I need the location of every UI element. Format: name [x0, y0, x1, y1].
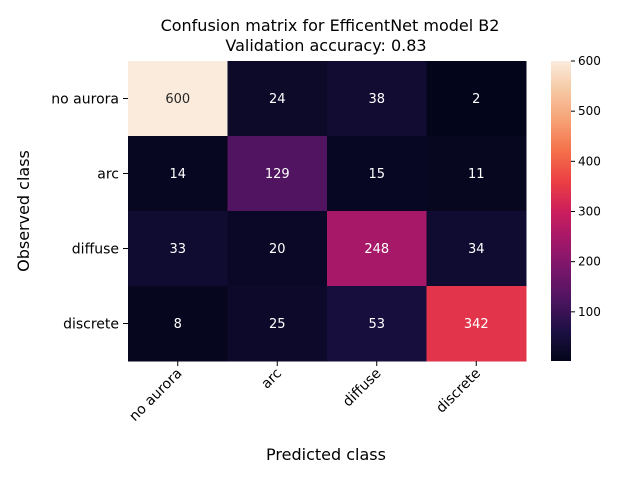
heatmap-cell [327, 136, 427, 212]
colorbar-tick-label: 300 [578, 205, 601, 219]
cell-value-label: 11 [468, 167, 485, 182]
colorbar-tick-label: 500 [578, 104, 601, 118]
cell-value-label: 342 [464, 317, 489, 332]
colorbar-tick-label: 600 [578, 54, 601, 68]
y-axis-label: Observed class [14, 150, 33, 272]
heatmap-cell [227, 61, 328, 137]
cell-value-label: 600 [165, 92, 190, 107]
cell-value-label: 20 [269, 242, 286, 257]
colorbar-tick-label: 100 [578, 305, 601, 319]
cell-value-label: 2 [472, 92, 480, 107]
y-tick-label: discrete [63, 317, 119, 333]
heatmap-cell [128, 211, 228, 287]
colorbar-tick-label: 200 [578, 255, 601, 269]
heatmap-cell [128, 61, 228, 137]
cell-value-label: 24 [269, 92, 286, 107]
cell-value-label: 8 [174, 317, 182, 332]
chart-subtitle: Validation accuracy: 0.83 [225, 36, 426, 55]
cell-value-label: 34 [468, 242, 485, 257]
cell-value-label: 33 [169, 242, 186, 257]
x-tick-label: discrete [433, 366, 484, 417]
colorbar-tick-label: 400 [578, 154, 601, 168]
colorbar [551, 61, 571, 361]
cell-value-label: 14 [169, 167, 186, 182]
heatmap-cell [227, 286, 328, 362]
x-tick-label: arc [258, 366, 285, 393]
cell-value-label: 248 [364, 242, 389, 257]
heatmap-cell [426, 211, 527, 287]
x-tick-label: no aurora [126, 366, 185, 425]
cell-value-label: 25 [269, 317, 286, 332]
cell-value-label: 129 [265, 167, 290, 182]
cell-value-label: 15 [368, 167, 385, 182]
x-tick-label: diffuse [340, 366, 385, 411]
heatmap-cell [227, 211, 328, 287]
heatmap-cell [327, 286, 427, 362]
heatmap-cell [128, 136, 228, 212]
y-tick-label: no aurora [51, 92, 119, 108]
y-tick-label: arc [97, 167, 119, 183]
x-axis-label: Predicted class [266, 445, 386, 464]
heatmap-cell [327, 61, 427, 137]
cell-value-label: 38 [368, 92, 385, 107]
heatmap-cell [227, 136, 328, 212]
y-tick-label: diffuse [72, 242, 119, 258]
heatmap-cell [426, 136, 527, 212]
heatmap-cell [426, 61, 527, 137]
cell-value-label: 53 [368, 317, 385, 332]
heatmap-cell [327, 211, 427, 287]
chart-title: Confusion matrix for EfficentNet model B… [161, 16, 500, 35]
heatmap-cell [426, 286, 527, 362]
heatmap-cell [128, 286, 228, 362]
